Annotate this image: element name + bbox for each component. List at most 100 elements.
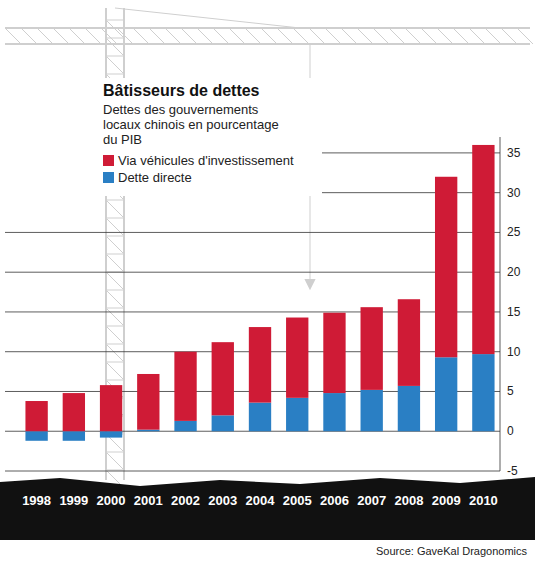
legend-swatch [103,155,114,166]
crane-lattice [325,28,341,44]
bar-segment [63,393,85,431]
bar-segment [174,352,196,421]
crane-lattice [106,254,124,272]
crane-lattice [101,28,117,44]
x-tick-label: 1999 [59,493,88,508]
bar-segment [137,374,159,430]
crane-lattice [437,28,453,44]
bar-segment [25,431,47,441]
bar-segment [361,307,383,390]
bar-segment [100,385,122,431]
grid-line [5,272,500,273]
crane-lattice [106,56,124,57]
bar-segment [25,401,47,431]
crane-lattice [106,38,124,56]
x-tick-label: 2007 [357,493,386,508]
grid-line [5,311,500,312]
bar-segment [63,431,85,441]
bar-segment [472,145,494,354]
crane-lattice [106,452,124,453]
x-tick-label: 2006 [320,493,349,508]
crane-lattice [106,290,124,308]
ground-decoration [0,477,535,540]
crane-lattice [106,236,124,237]
crane-lattice [373,28,389,44]
legend-swatch [103,172,114,183]
crane-lattice [165,28,181,44]
crane-lattice [106,236,124,254]
subtitle-line: locaux chinois en pourcentage [103,117,279,132]
crane-lattice [106,326,124,344]
crane-lattice [421,28,437,44]
bar-segment [323,313,345,393]
y-tick-label: -5 [507,464,518,478]
x-tick-label: 2003 [208,493,237,508]
x-tick-label: 2005 [283,493,312,508]
grid [5,153,500,471]
title-background [0,78,322,196]
bar-segment [286,398,308,431]
y-tick-label: 35 [507,146,521,160]
crane-lattice [197,28,213,44]
crane-lattice [133,28,149,44]
crane-lattice [245,28,261,44]
crane-jib [5,27,530,29]
crane-lattice [106,218,124,219]
crane-lattice [106,362,124,380]
crane-lattice [106,74,124,75]
y-tick-label: 25 [507,225,521,239]
legend-label: Dette directe [118,170,192,185]
crane-lattice [106,308,124,309]
crane-lattice [341,28,357,44]
subtitle-line: Dettes des gouvernements [103,102,259,117]
x-tick-label: 2004 [246,493,276,508]
crane-hook [306,280,314,288]
crane-lattice [106,344,124,362]
crane-lattice [213,28,229,44]
bar-segment [323,393,345,431]
crane-lattice [517,28,533,44]
bar-segment [435,357,457,431]
crane-cable [115,8,300,28]
x-tick-label: 1998 [22,493,51,508]
subtitle: Dettes des gouvernementslocaux chinois e… [103,102,279,147]
bar-segment [137,430,159,432]
crane-lattice [106,38,124,39]
bar-segment [286,318,308,398]
crane-lattice [106,308,124,326]
crane-lattice [106,362,124,363]
crane-lattice [405,28,421,44]
y-tick-label: 20 [507,265,521,279]
crane-lattice [106,272,124,290]
crane-lattice [277,28,293,44]
crane-lattice [261,28,277,44]
crane-lattice [181,28,197,44]
source: Source: GaveKal Dragonomics [376,545,528,557]
y-tick-label: 30 [507,186,521,200]
crane-lattice [106,56,124,74]
crane-lattice [389,28,405,44]
crane-lattice [5,28,21,44]
x-tick-label: 2010 [469,493,498,508]
crane-lattice [53,28,69,44]
crane-lattice [117,28,133,44]
crane-lattice [106,380,124,381]
bar-segment [100,431,122,437]
crane-lattice [357,28,373,44]
crane-lattice [293,28,309,44]
y-tick-label: 10 [507,345,521,359]
crane-lattice [229,28,245,44]
crane-lattice [309,28,325,44]
bar-segment [249,403,271,432]
crane-lattice [85,28,101,44]
crane-lattice [106,254,124,255]
bar-segment [398,386,420,431]
x-tick-label: 2008 [394,493,423,508]
y-tick-label: 15 [507,305,521,319]
bar-segment [435,177,457,358]
grid-line [5,471,500,472]
crane-lattice [106,326,124,327]
crane-lattice [69,28,85,44]
bar-segment [212,342,234,415]
crane-lattice [106,200,124,201]
